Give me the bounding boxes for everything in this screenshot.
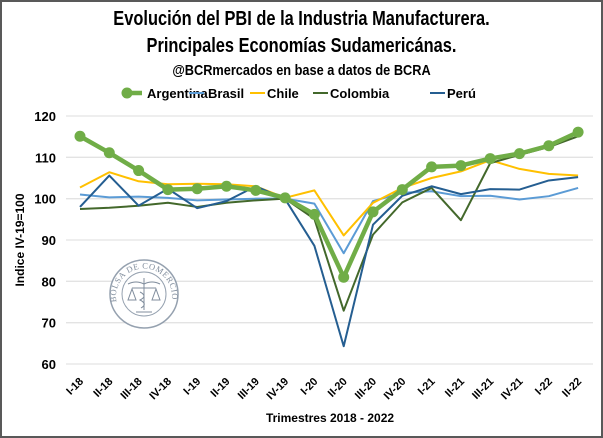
series-colombia (79, 135, 579, 312)
x-tick-label: I-19 (181, 376, 203, 398)
chart-source: @BCRmercados en base a datos de BCRA (172, 62, 431, 79)
data-point (250, 184, 262, 196)
series-line (79, 135, 579, 312)
legend: Argentina Brasil Chile Colombia Perú (121, 86, 476, 101)
seal-inner-ring (121, 271, 167, 317)
legend-item-chile: Chile (250, 86, 299, 101)
y-axis-label: Indice IV-19=100 (13, 193, 27, 286)
x-axis-label: Trimestres 2018 - 2022 (266, 411, 394, 425)
legend-item-colombia: Colombia (313, 86, 390, 101)
y-tick-label: 110 (35, 150, 56, 165)
y-tick-label: 70 (42, 316, 56, 331)
data-point (455, 160, 467, 172)
watermark-text: BOLSA DE COMERCIO DE ROSARIO (0, 0, 180, 304)
y-tick-label: 120 (34, 109, 56, 124)
data-point (572, 126, 584, 138)
legend-label: Colombia (330, 86, 390, 101)
legend-label: Chile (267, 86, 299, 101)
x-tick-label: I-18 (64, 376, 86, 398)
x-tick-label: II-19 (209, 376, 233, 400)
chart-title: Evolución del PBI de la Industria Manufa… (113, 8, 490, 30)
series-brasil (79, 186, 579, 255)
y-axis-ticks: 60 70 80 90 100 110 120 (34, 109, 56, 372)
x-tick-label: III-20 (353, 376, 379, 402)
legend-label: Argentina (147, 86, 208, 101)
data-point (133, 165, 145, 177)
x-tick-label: III-21 (470, 376, 496, 402)
y-tick-label: 90 (42, 233, 56, 248)
gridlines (66, 115, 593, 365)
x-tick-label: III-19 (236, 376, 262, 402)
data-point (396, 184, 408, 196)
series-lines (74, 126, 584, 348)
y-tick-label: 80 (42, 274, 56, 289)
data-point (162, 184, 174, 196)
data-point (338, 271, 350, 283)
x-tick-label: IV-21 (499, 376, 526, 403)
x-tick-label: II-21 (443, 376, 467, 400)
legend-item-perú: Perú (430, 86, 476, 101)
data-point (191, 183, 203, 195)
data-point (367, 206, 379, 218)
x-tick-label: II-20 (326, 376, 350, 400)
caduceus-scales-icon (127, 278, 161, 313)
data-point (308, 208, 320, 220)
data-point (426, 161, 438, 173)
x-axis-ticks: I-18 II-18 III-18 IV-18 I-19 II-19 III-19 IV-19… (64, 376, 584, 403)
x-tick-label: I-22 (533, 376, 555, 398)
x-tick-label: I-20 (299, 376, 321, 398)
x-tick-label: I-21 (416, 376, 438, 398)
legend-label: Brasil (208, 86, 244, 101)
x-tick-label: IV-18 (147, 376, 174, 403)
x-tick-label: IV-20 (382, 376, 409, 403)
x-tick-label: II-18 (91, 376, 115, 400)
x-tick-label: II-22 (560, 376, 584, 400)
data-point (221, 180, 232, 192)
data-point (279, 192, 291, 204)
legend-label: Perú (447, 86, 476, 101)
legend-marker (121, 87, 133, 99)
legend-item-brasil: Brasil (189, 86, 244, 101)
y-tick-label: 60 (42, 357, 56, 372)
data-point (484, 153, 496, 165)
data-point (514, 148, 525, 160)
x-tick-label: IV-19 (265, 376, 292, 403)
y-tick-label: 100 (34, 192, 56, 207)
x-tick-label: III-18 (119, 376, 145, 402)
data-point (74, 130, 86, 142)
watermark-seal: BOLSA DE COMERCIO DE ROSARIO (0, 0, 180, 329)
series-line (79, 186, 579, 255)
data-point (543, 140, 555, 152)
data-point (103, 147, 115, 159)
series-argentina (74, 126, 584, 283)
legend-item-argentina: Argentina (121, 86, 208, 101)
chart-subtitle: Principales Economías Sudamericánas. (146, 35, 457, 57)
